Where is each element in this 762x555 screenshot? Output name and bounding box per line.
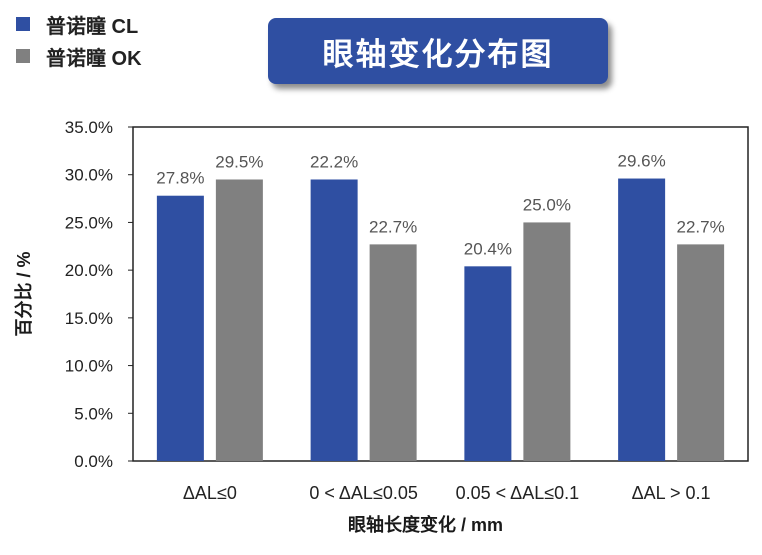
legend-label-ok: 普诺瞳 OK (46, 47, 142, 70)
y-axis-title: 百分比 / % (14, 251, 34, 336)
bar-cl-0 (156, 195, 204, 462)
legend-item-cl: 普诺瞳 CL (16, 8, 142, 40)
y-tick-label: 15.0% (65, 309, 113, 328)
data-label: 22.7% (677, 217, 725, 236)
data-label: 29.5% (215, 152, 263, 171)
x-tick-label: 0.05 < ΔAL≤0.1 (456, 483, 580, 503)
data-label: 27.8% (156, 169, 204, 188)
legend: 普诺瞳 CL 普诺瞳 OK (16, 8, 142, 72)
y-tick-label: 5.0% (74, 404, 113, 423)
y-tick-label: 10.0% (65, 357, 113, 376)
y-tick-label: 20.0% (65, 261, 113, 280)
y-tick-label: 0.0% (74, 452, 113, 471)
bar-ok-0 (215, 179, 263, 461)
x-axis-title: 眼轴长度变化 / mm (348, 514, 503, 535)
x-tick-label: ΔAL≤0 (183, 483, 237, 503)
data-label: 25.0% (523, 195, 571, 214)
plot-frame (132, 126, 749, 462)
chart-title: 眼轴变化分布图 (322, 36, 554, 72)
y-tick-label: 35.0% (65, 118, 113, 137)
bar-cl-1 (310, 179, 358, 461)
legend-swatch-ok (16, 49, 30, 63)
bar-ok-1 (369, 244, 417, 461)
data-label: 29.6% (618, 152, 666, 171)
y-tick-label: 25.0% (65, 213, 113, 232)
legend-item-ok: 普诺瞳 OK (16, 40, 142, 72)
x-tick-label: 0 < ΔAL≤0.05 (309, 483, 417, 503)
bar-cl-2 (464, 266, 512, 461)
data-label: 22.7% (369, 217, 417, 236)
bar-ok-3 (677, 244, 725, 461)
bar-ok-2 (523, 222, 571, 461)
x-tick-label: ΔAL > 0.1 (632, 483, 711, 503)
legend-label-cl: 普诺瞳 CL (46, 15, 139, 38)
chart-title-box: 眼轴变化分布图 (268, 18, 608, 84)
legend-swatch-cl (16, 17, 30, 31)
data-label: 20.4% (464, 239, 512, 258)
y-tick-label: 30.0% (65, 166, 113, 185)
bar-cl-3 (618, 178, 666, 461)
data-label: 22.2% (310, 152, 358, 171)
